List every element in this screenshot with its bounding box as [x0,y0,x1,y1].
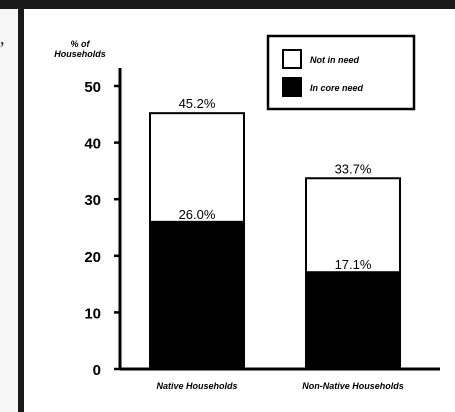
bar-total-label: 45.2% [179,96,216,111]
x-category-label: Non-Native Households [302,381,404,391]
bar-segment-not-in-need [149,112,245,223]
y-tick-label: 0 [93,362,101,379]
legend-box [266,34,416,111]
bar-segment-not-in-need [305,177,401,274]
y-axis-label-line2: Households [54,49,106,59]
chart-legend: Not in need In core need [266,34,416,111]
x-category-label: Native Households [156,381,237,391]
left-border-bar [18,9,24,412]
y-tick-label: 30 [84,192,101,209]
bar-segment-in-core-need [305,271,401,370]
y-tick-label: 20 [84,249,101,266]
left-bleed-text: , [0,28,5,48]
legend-label-not-in-need: Not in need [310,55,360,65]
bar-segment-in-core-need [149,220,245,370]
top-border-bar [0,0,455,9]
y-tick-label: 10 [84,305,101,322]
y-tick-label: 50 [84,79,101,96]
bar-total-label: 33.7% [335,161,372,176]
legend-swatch-not-in-need [282,49,302,69]
bar-core-label: 17.1% [335,257,372,272]
legend-swatch-in-core-need [282,77,302,97]
y-tick-label: 40 [84,136,101,153]
legend-label-in-core-need: In core need [310,83,364,93]
bar-core-label: 26.0% [179,207,216,222]
y-axis-label-line1: % of [71,39,91,49]
